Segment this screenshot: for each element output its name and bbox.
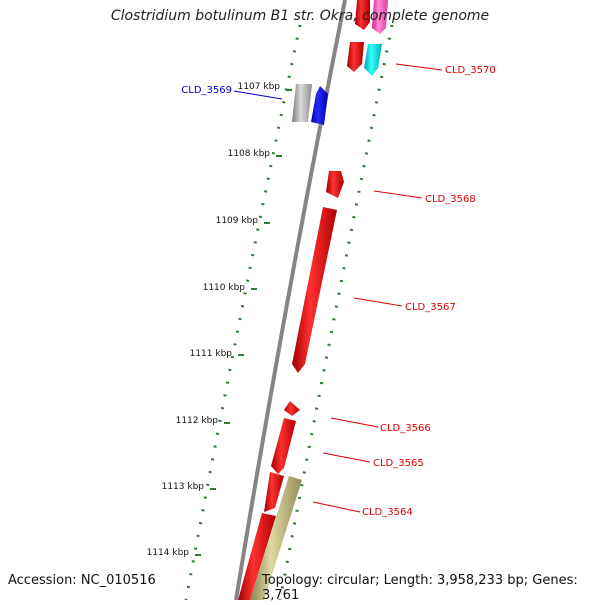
gene-label-cld-3570[interactable]: CLD_3570: [445, 65, 496, 76]
gene-feature-bottom-red[interactable]: [238, 513, 276, 600]
cld-3567-leader: [353, 297, 403, 307]
kbp-tick-label: 1110 kbp: [203, 283, 246, 293]
gene-feature-cld-3567[interactable]: [292, 207, 337, 373]
cld-3564-leader: [312, 501, 361, 513]
gene-feature-cyan[interactable]: [364, 44, 382, 76]
gene-label-cld-3566[interactable]: CLD_3566: [380, 423, 431, 434]
gene-feature-cld-3570[interactable]: [347, 42, 364, 72]
gene-label-cld-3568[interactable]: CLD_3568: [425, 194, 476, 205]
accession-text: Accession: NC_010516: [8, 573, 156, 588]
gene-feature-cld-3569-grey[interactable]: [292, 84, 312, 122]
gene-feature-cld-3566[interactable]: [271, 418, 296, 474]
gene-feature-cld-3565[interactable]: [264, 472, 284, 512]
cld-3570-leader: [395, 63, 443, 71]
gene-feature-cld-3568[interactable]: [326, 171, 344, 198]
kbp-tick-label: 1111 kbp: [190, 349, 233, 359]
cld-3569-leader: [233, 90, 283, 100]
kbp-tick-label: 1114 kbp: [147, 548, 190, 558]
gene-feature-cld-3569-blue[interactable]: [311, 86, 328, 125]
map-title: Clostridium botulinum B1 str. Okra, comp…: [110, 8, 490, 24]
kbp-tick-label: 1113 kbp: [162, 482, 205, 492]
gene-label-cld-3569[interactable]: CLD_3569: [181, 85, 232, 96]
cld-3568-leader: [373, 190, 423, 199]
gene-feature-cld-3566-small[interactable]: [284, 401, 300, 416]
gene-feature-cld-3564-olive[interactable]: [250, 476, 302, 600]
gene-label-cld-3565[interactable]: CLD_3565: [373, 458, 424, 469]
gene-label-cld-3567[interactable]: CLD_3567: [405, 302, 456, 313]
kbp-tick-label: 1112 kbp: [176, 416, 219, 426]
cld-3566-leader: [330, 417, 379, 428]
cld-3565-leader: [322, 452, 371, 463]
genome-summary-text: Topology: circular; Length: 3,958,233 bp…: [262, 573, 578, 603]
gene-feature-cld-3570-top[interactable]: [355, 0, 370, 30]
kbp-tick-label: 1108 kbp: [228, 149, 271, 159]
kbp-tick-label: 1109 kbp: [216, 216, 259, 226]
gene-feature-pink[interactable]: [372, 0, 388, 34]
genome-backbone: [234, 0, 347, 601]
kbp-tick-label: 1107 kbp: [238, 82, 281, 92]
gene-label-cld-3564[interactable]: CLD_3564: [362, 507, 413, 518]
